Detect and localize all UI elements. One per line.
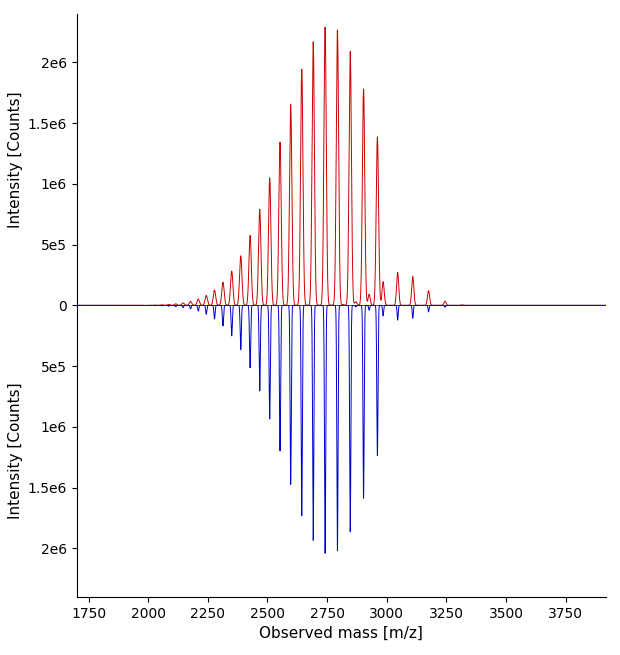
X-axis label: Observed mass [m/z]: Observed mass [m/z] xyxy=(259,626,423,641)
Text: Intensity [Counts]: Intensity [Counts] xyxy=(8,91,24,228)
Text: Intensity [Counts]: Intensity [Counts] xyxy=(8,383,24,519)
